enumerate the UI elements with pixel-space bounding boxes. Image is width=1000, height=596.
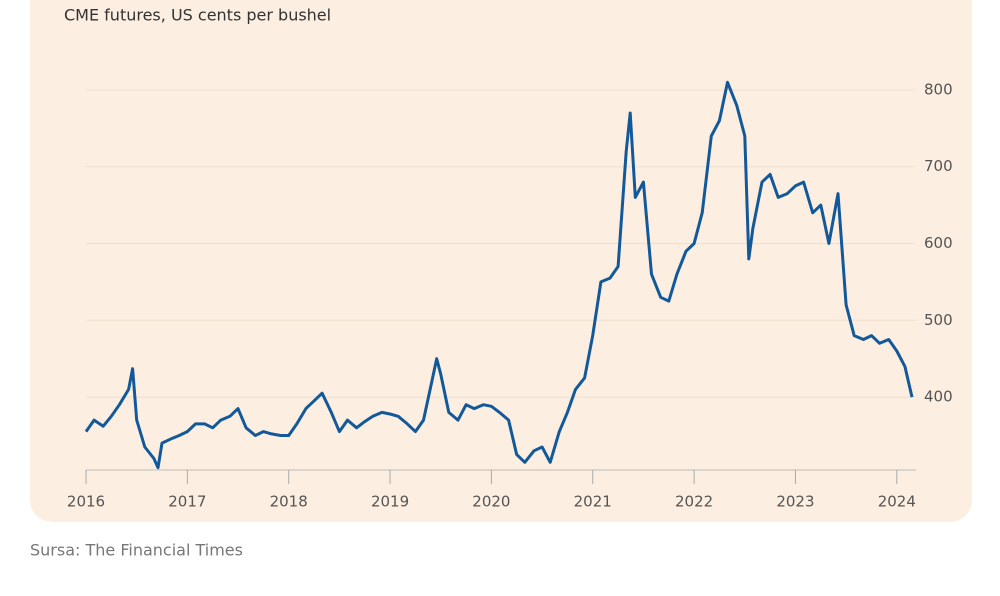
y-tick-label: 500 [924,311,953,329]
x-tick-label: 2022 [675,493,713,511]
y-tick-label: 800 [924,80,953,98]
x-tick-label: 2016 [67,493,105,511]
chart-title: CME futures, US cents per bushel [64,6,331,25]
x-tick-label: 2021 [574,493,612,511]
x-tick-label: 2020 [472,493,510,511]
panel [30,0,972,522]
y-tick-label: 700 [924,157,953,175]
y-tick-label: 400 [924,388,953,406]
y-tick-label: 600 [924,234,953,252]
x-tick-label: 2017 [168,493,206,511]
x-tick-label: 2018 [270,493,308,511]
source: Sursa: The Financial Times [30,541,243,560]
x-tick-label: 2019 [371,493,409,511]
x-tick-label: 2024 [878,493,916,511]
line [84,80,914,470]
x-tick-label: 2023 [776,493,814,511]
